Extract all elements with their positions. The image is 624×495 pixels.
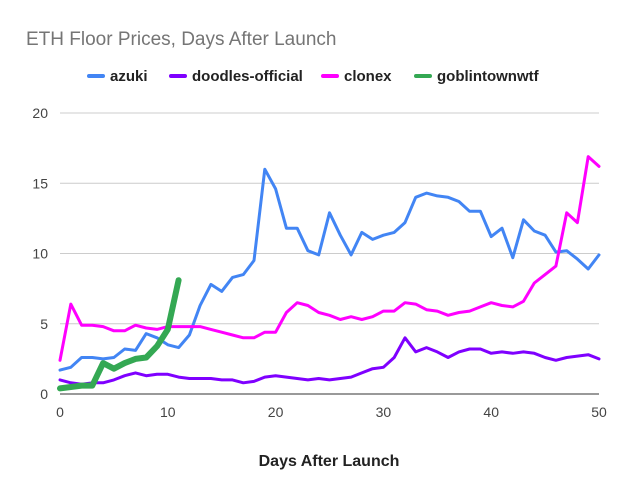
y-tick-label: 20 xyxy=(32,105,48,121)
x-tick-label: 10 xyxy=(160,404,176,420)
x-tick-label: 50 xyxy=(591,404,607,420)
y-tick-label: 5 xyxy=(40,316,48,332)
chart-title: ETH Floor Prices, Days After Launch xyxy=(26,29,336,50)
x-axis-title: Days After Launch xyxy=(259,453,400,470)
x-tick-label: 20 xyxy=(268,404,284,420)
x-tick-labels: 0 10 20 30 40 50 xyxy=(56,404,607,420)
legend-label-goblintownwtf: goblintownwtf xyxy=(437,68,540,85)
x-tick-label: 30 xyxy=(376,404,392,420)
legend: azuki doodles-official clonex goblintownwtf xyxy=(87,68,540,85)
series-line-azuki xyxy=(58,167,601,372)
y-tick-labels: 0 5 10 15 20 xyxy=(32,105,48,402)
legend-label-azuki: azuki xyxy=(110,68,148,85)
series-line-clonex xyxy=(58,155,601,362)
y-tick-label: 10 xyxy=(32,246,48,262)
y-tick-label: 15 xyxy=(32,175,48,191)
legend-label-doodles-official: doodles-official xyxy=(192,68,303,85)
series-line-doodles-official xyxy=(58,336,601,386)
legend-label-clonex: clonex xyxy=(344,68,392,85)
gridlines xyxy=(60,112,599,325)
y-tick-label: 0 xyxy=(40,386,48,402)
x-tick-label: 0 xyxy=(56,404,64,420)
series-lines xyxy=(57,155,601,392)
x-tick-label: 40 xyxy=(483,404,499,420)
series-line-goblintownwtf xyxy=(57,277,182,392)
